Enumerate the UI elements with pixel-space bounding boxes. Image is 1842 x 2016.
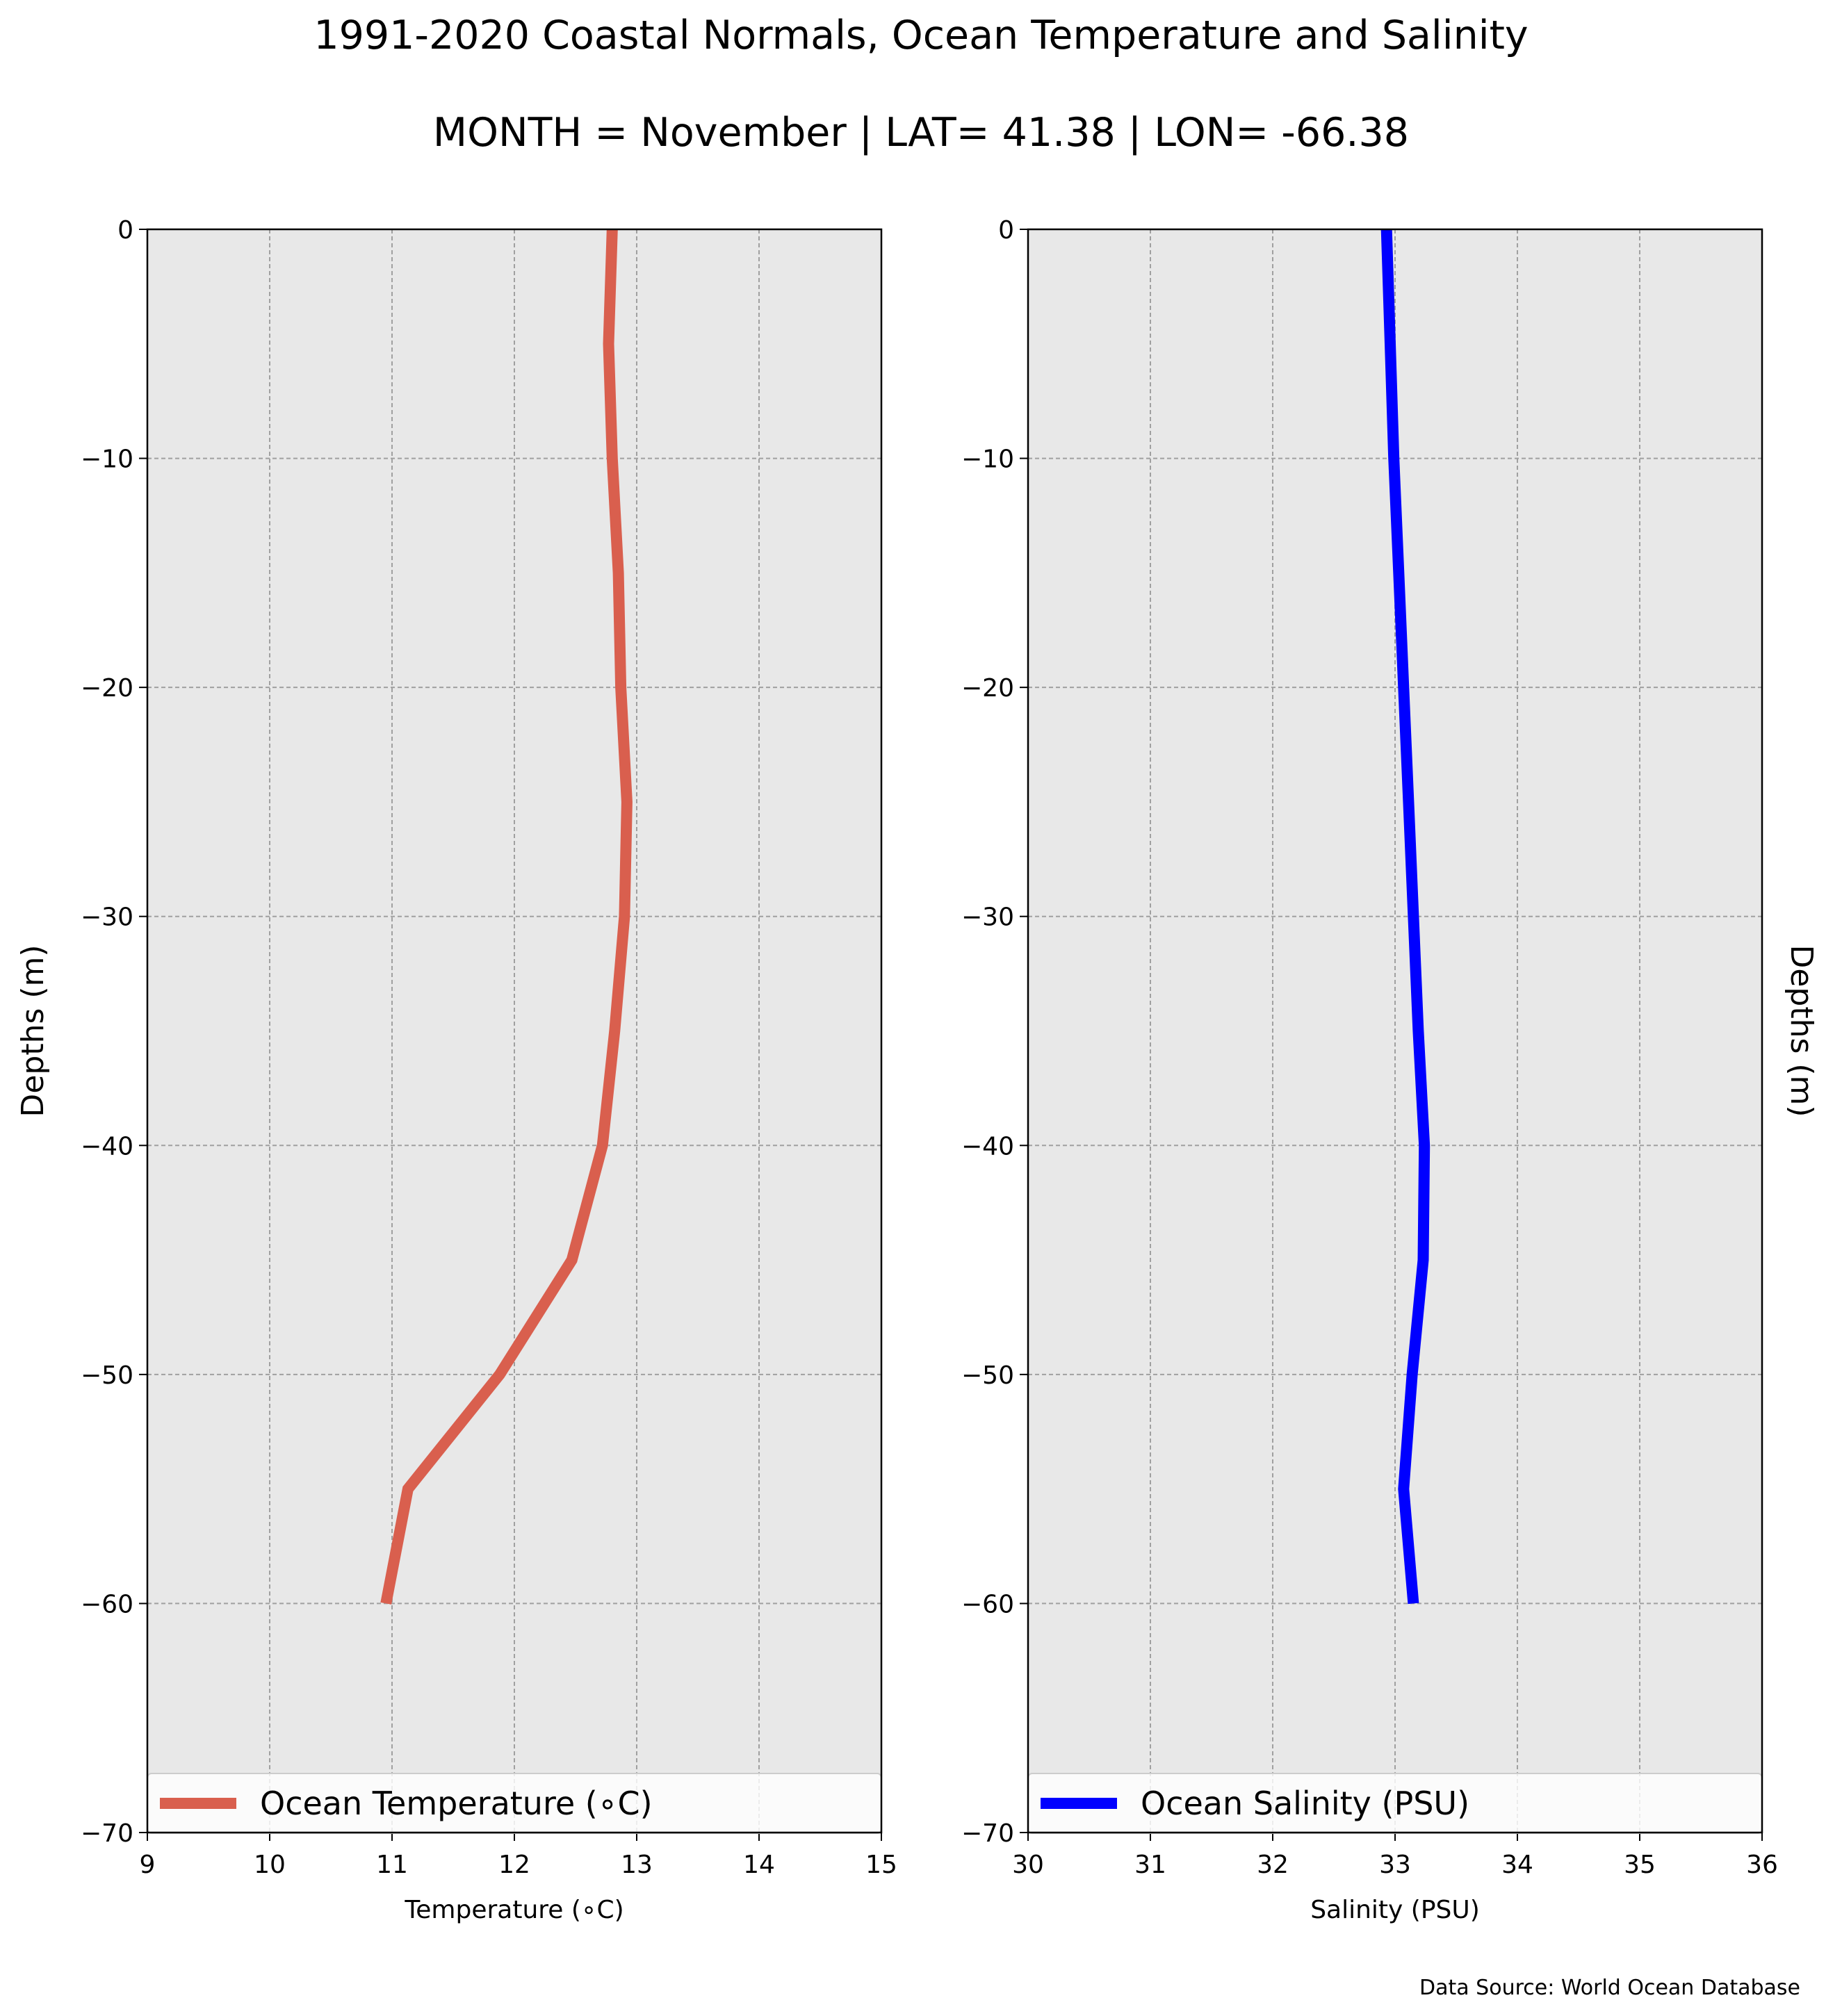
x-tick-label: 11: [376, 1851, 408, 1879]
y-tick-label: −20: [961, 674, 1014, 703]
y-axis-label: Depths (m): [15, 944, 51, 1117]
x-tick-label: 12: [498, 1851, 530, 1879]
y-tick-label: −20: [81, 674, 133, 703]
axes-frame: [1027, 228, 1763, 1834]
y-tick-label: −10: [961, 445, 1014, 474]
legend-label: Ocean Salinity (PSU): [1141, 1785, 1469, 1822]
x-tick-label: 32: [1257, 1851, 1289, 1879]
y-tick-label: −30: [81, 903, 133, 932]
y-tick-label: −50: [81, 1361, 133, 1390]
x-tick-label: 34: [1501, 1851, 1533, 1879]
y-axis-label: Depths (m): [1784, 944, 1819, 1117]
y-tick-label: −30: [961, 903, 1014, 932]
x-tick-label: 9: [140, 1851, 156, 1879]
y-tick-label: −50: [961, 1361, 1014, 1390]
figure-subtitle: MONTH = November | LAT= 41.38 | LON= -66…: [433, 110, 1409, 156]
x-tick-label: 10: [254, 1851, 286, 1879]
data-source-note: Data Source: World Ocean Database: [1419, 1976, 1800, 2000]
figure-title: 1991-2020 Coastal Normals, Ocean Tempera…: [313, 13, 1528, 58]
y-tick-label: −70: [81, 1819, 133, 1848]
y-tick-label: −40: [81, 1132, 133, 1161]
x-tick-label: 35: [1624, 1851, 1656, 1879]
x-tick-label: 36: [1746, 1851, 1778, 1879]
axes-frame: [146, 228, 883, 1834]
salinity-chart: 30 31 32 33 34 35 36 0 −10 −20 −30 −40 −50 −60 −70 Ocea…: [961, 216, 1819, 1924]
x-tick-label: 15: [865, 1851, 897, 1879]
x-tick-label: 13: [621, 1851, 653, 1879]
y-tick-label: 0: [117, 216, 133, 245]
y-tick-label: −60: [961, 1590, 1014, 1618]
y-tick-label: −40: [961, 1132, 1014, 1161]
y-tick-label: 0: [998, 216, 1014, 245]
y-tick-label: −70: [961, 1819, 1014, 1848]
x-axis-label: Temperature (∘C): [404, 1896, 623, 1924]
x-tick-label: 33: [1379, 1851, 1411, 1879]
x-tick-label: 31: [1134, 1851, 1166, 1879]
y-tick-label: −10: [81, 445, 133, 474]
x-axis-label: Salinity (PSU): [1310, 1896, 1480, 1924]
x-tick-label: 14: [743, 1851, 775, 1879]
temperature-chart: 9 10 11 12 13 14 15 0 −10 −20 −30 −40 −50 −60 −70 Ocean…: [15, 216, 897, 1924]
legend-label: Ocean Temperature (∘C): [260, 1785, 653, 1822]
x-tick-label: 30: [1012, 1851, 1044, 1879]
series-line: [380, 229, 633, 1605]
y-tick-label: −60: [81, 1590, 133, 1618]
series-line: [1380, 229, 1431, 1605]
